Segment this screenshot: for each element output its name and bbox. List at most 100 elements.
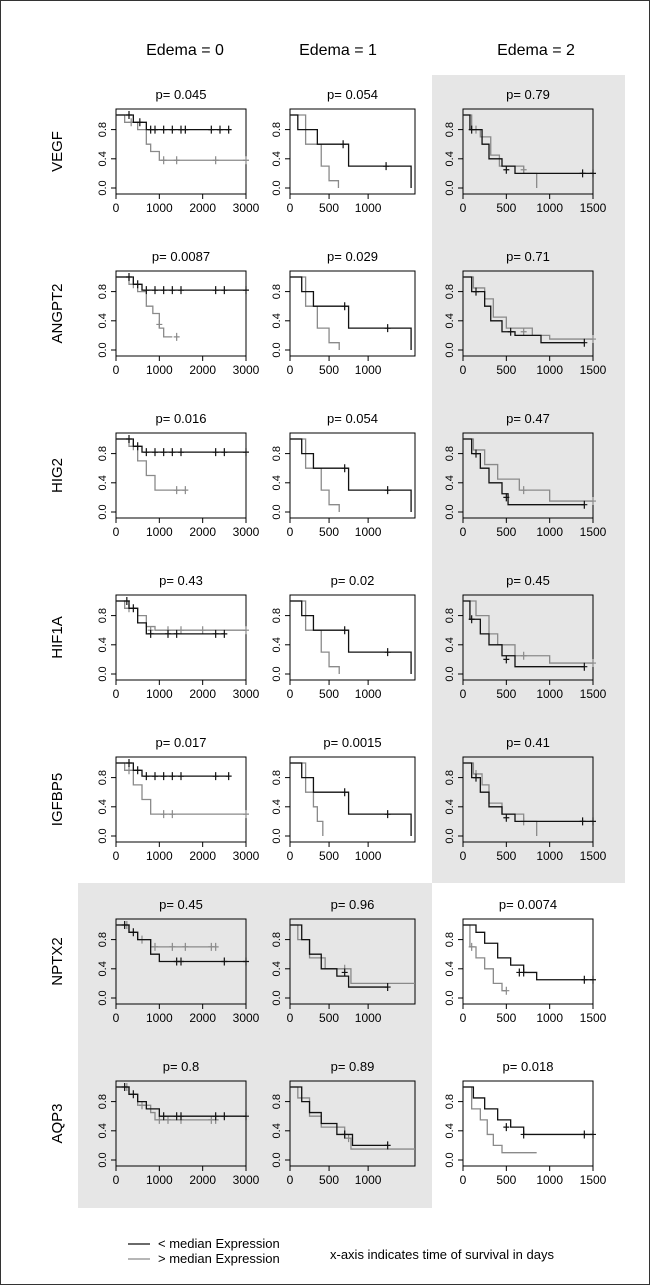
y-tick-label-r0c0-1: 0.4 xyxy=(97,151,109,166)
x-tick-label-r4c2-1: 500 xyxy=(496,849,516,863)
x-tick-label-r3c1-0: 0 xyxy=(287,687,294,701)
censor-mark-below-r3c0-1 xyxy=(130,604,137,613)
censor-mark-below-r3c1-0 xyxy=(341,626,348,635)
plot-box-r2c0 xyxy=(115,432,247,519)
curve-above-r3c2 xyxy=(463,600,593,664)
plot-box-r5c1 xyxy=(289,918,416,1005)
x-tick-label-r2c2-2: 1000 xyxy=(536,525,563,539)
censor-mark-below-r3c2-0 xyxy=(468,615,475,624)
curve-below-r6c1 xyxy=(290,1086,388,1147)
y-tick-label-r5c1-2: 0.8 xyxy=(271,932,283,947)
x-tick-label-r6c1-1: 500 xyxy=(319,1173,339,1187)
censor-mark-below-r2c1-1 xyxy=(384,486,391,495)
censor-mark-below-r6c0-6 xyxy=(221,1112,228,1121)
censor-mark-below-r0c0-0 xyxy=(126,111,132,119)
x-tick-label-r3c0-0: 0 xyxy=(113,687,120,701)
censor-mark-below-r6c0-4 xyxy=(178,1112,184,1121)
plot-box-r1c2 xyxy=(462,270,594,357)
censor-mark-below-r5c2-2 xyxy=(581,975,588,984)
p-value-r3c1: p= 0.02 xyxy=(331,573,375,588)
x-tick-label-r2c0-0: 0 xyxy=(113,525,120,539)
censor-mark-below-r3c0-6 xyxy=(221,629,228,638)
censor-mark-below-r1c0-0 xyxy=(126,273,132,281)
curve-below-r4c1 xyxy=(290,762,412,836)
censor-mark-above-r1c2-1 xyxy=(590,335,596,344)
y-tick-label-r1c0-1: 0.4 xyxy=(97,313,109,328)
censor-mark-below-r2c0-2 xyxy=(143,448,150,457)
censor-mark-below-r1c2-2 xyxy=(581,338,588,347)
censor-mark-below-r2c0-9 xyxy=(243,448,249,457)
x-tick-label-r6c1-2: 1000 xyxy=(355,1173,382,1187)
censor-mark-below-r0c0-5 xyxy=(169,125,176,134)
x-tick-label-r5c1-0: 0 xyxy=(287,1011,294,1025)
y-tick-label-r6c2-0: 0.0 xyxy=(444,1152,456,1167)
censor-mark-below-r3c0-3 xyxy=(165,629,171,638)
x-tick-label-r4c2-0: 0 xyxy=(460,849,467,863)
p-value-r0c1: p= 0.054 xyxy=(327,87,378,102)
x-tick-label-r3c0-1: 1000 xyxy=(146,687,173,701)
curve-below-r0c2 xyxy=(463,114,593,175)
y-tick-label-r0c0-0: 0.0 xyxy=(97,180,109,195)
censor-mark-below-r6c2-2 xyxy=(581,1130,588,1139)
censor-mark-below-r1c1-0 xyxy=(341,302,348,311)
censor-mark-below-r4c2-2 xyxy=(579,817,586,826)
y-tick-label-r4c2-1: 0.4 xyxy=(444,799,456,814)
curve-below-r2c1 xyxy=(290,438,412,512)
y-tick-label-r2c2-1: 0.4 xyxy=(444,475,456,490)
censor-mark-below-r6c0-2 xyxy=(160,1112,167,1121)
x-tick-label-r4c1-0: 0 xyxy=(287,849,294,863)
y-tick-label-r6c0-2: 0.8 xyxy=(97,1094,109,1109)
y-tick-label-r3c0-0: 0.0 xyxy=(97,666,109,681)
censor-mark-below-r1c0-5 xyxy=(169,286,176,295)
p-value-r5c1: p= 0.96 xyxy=(331,897,375,912)
y-tick-label-r1c0-2: 0.8 xyxy=(97,284,109,299)
y-tick-label-r3c0-1: 0.4 xyxy=(97,637,109,652)
x-tick-label-r2c2-0: 0 xyxy=(460,525,467,539)
curve-above-r4c0 xyxy=(116,762,246,815)
censor-mark-below-r4c0-2 xyxy=(143,772,150,781)
curve-above-r0c0 xyxy=(116,114,246,161)
plot-box-r3c1 xyxy=(289,594,416,681)
censor-mark-below-r0c2-2 xyxy=(579,169,586,178)
x-tick-label-r0c0-3: 3000 xyxy=(233,201,260,215)
y-tick-label-r3c2-0: 0.0 xyxy=(444,666,456,681)
y-tick-label-r3c0-2: 0.8 xyxy=(97,608,109,623)
plot-box-r2c2 xyxy=(462,432,594,519)
censor-mark-above-r2c0-1 xyxy=(173,486,180,495)
censor-mark-below-r3c1-1 xyxy=(384,648,391,657)
y-tick-label-r5c2-0: 0.0 xyxy=(444,990,456,1005)
censor-mark-below-r6c1-0 xyxy=(341,1130,348,1139)
censor-mark-above-r0c2-1 xyxy=(520,165,527,174)
censor-mark-below-r5c2-3 xyxy=(590,975,596,984)
y-tick-label-r5c0-2: 0.8 xyxy=(97,932,109,947)
p-value-r1c0: p= 0.0087 xyxy=(152,249,210,264)
censor-mark-above-r6c1-0 xyxy=(345,1134,352,1143)
p-value-r4c0: p= 0.017 xyxy=(156,735,207,750)
curve-above-r6c2 xyxy=(463,1086,537,1154)
curve-below-r4c2 xyxy=(463,762,593,823)
y-tick-label-r6c2-1: 0.4 xyxy=(444,1123,456,1138)
censor-mark-below-r0c0-1 xyxy=(136,118,143,127)
p-value-r0c0: p= 0.045 xyxy=(156,87,207,102)
y-tick-label-r0c2-1: 0.4 xyxy=(444,151,456,166)
x-tick-label-r1c1-0: 0 xyxy=(287,363,294,377)
curve-below-r5c2 xyxy=(463,924,593,981)
curve-above-r0c1 xyxy=(290,114,340,188)
censor-mark-below-r2c2-1 xyxy=(503,493,510,502)
y-tick-label-r2c1-1: 0.4 xyxy=(271,475,283,490)
censor-mark-below-r1c0-6 xyxy=(178,286,184,295)
censor-mark-above-r3c2-1 xyxy=(590,659,596,668)
p-value-r0c2: p= 0.79 xyxy=(506,87,550,102)
censor-mark-below-r5c0-5 xyxy=(243,957,249,966)
censor-mark-below-r5c1-0 xyxy=(341,968,348,977)
x-tick-label-r1c1-2: 1000 xyxy=(355,363,382,377)
x-tick-label-r6c2-0: 0 xyxy=(460,1173,467,1187)
censor-mark-below-r2c0-1 xyxy=(134,442,141,451)
y-tick-label-r1c0-0: 0.0 xyxy=(97,342,109,357)
censor-mark-below-r3c0-4 xyxy=(173,629,180,638)
x-tick-label-r3c2-1: 500 xyxy=(496,687,516,701)
censor-mark-below-r4c0-0 xyxy=(126,759,132,767)
shaded-region-1 xyxy=(78,883,432,1208)
curve-below-r3c0 xyxy=(116,600,225,635)
